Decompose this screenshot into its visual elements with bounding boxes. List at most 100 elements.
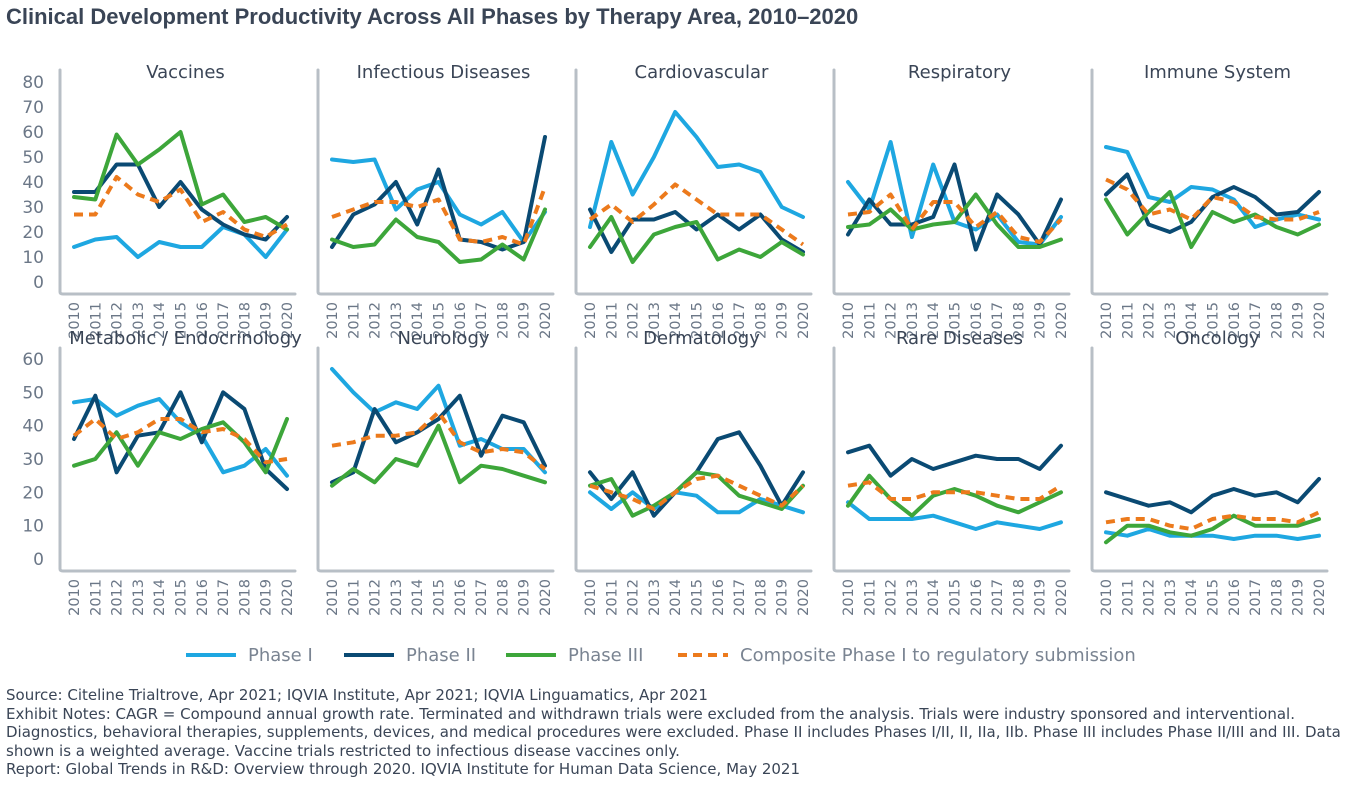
x-tick-label: 2010 (841, 302, 857, 339)
x-tick-label: 2019 (775, 579, 791, 616)
x-tick-label: 2010 (67, 579, 83, 616)
series-line-composite (589, 473, 805, 511)
series-line-phase-3 (330, 207, 547, 264)
x-tick-label: 2012 (110, 579, 126, 616)
x-tick-label: 2019 (259, 302, 275, 339)
x-tick-label: 2013 (905, 302, 921, 339)
x-tick-label: 2019 (517, 302, 533, 339)
x-tick-label: 2020 (1312, 579, 1328, 616)
panel-immune-system: Immune System 2010 2011 2012 2013 2014 2015 201… (1090, 62, 1329, 339)
x-tick-label: 2016 (1227, 579, 1243, 616)
x-tick-label: 2012 (626, 302, 642, 339)
series-line-composite (588, 182, 805, 247)
small-multiples-chart: 0 10 20 30 40 50 60 70 80 0 10 20 30 40 50 60 Vaccines 20… (22, 62, 1329, 666)
x-tick-label: 2018 (753, 302, 769, 339)
panel-title: Neurology (397, 328, 489, 349)
x-tick-label: 2019 (259, 579, 275, 616)
y-tick-label: 10 (22, 517, 44, 537)
series-line-composite (1105, 177, 1320, 222)
series-line-phase-1 (72, 225, 289, 259)
exhibit-note: Exhibit Notes: CAGR = Compound annual gr… (6, 704, 1341, 760)
x-tick-label: 2014 (926, 302, 942, 339)
x-tick-label: 2014 (152, 302, 168, 339)
panel-axis (574, 346, 813, 573)
panel-respiratory: Respiratory 2010 2011 2012 2013 2014 2015 2016 2… (832, 62, 1071, 339)
x-tick-label: 2011 (862, 302, 878, 339)
x-tick-label: 2018 (237, 579, 253, 616)
series-line-phase-2 (330, 393, 547, 485)
x-tick-label: 2012 (884, 302, 900, 339)
x-tick-label: 2017 (1248, 579, 1264, 616)
y-tick-label: 50 (22, 383, 44, 403)
x-tick-label: 2010 (583, 302, 599, 339)
x-tick-label: 2010 (325, 579, 341, 616)
x-tick-label: 2017 (216, 579, 232, 616)
x-tick-label: 2015 (1206, 302, 1222, 339)
x-tick-label: 2012 (884, 579, 900, 616)
x-tick-label: 2014 (668, 579, 684, 616)
series-line-phase-3 (846, 192, 1063, 249)
series-line-phase-1 (1104, 145, 1321, 229)
x-tick-label: 2019 (1033, 302, 1049, 339)
legend-item-phase-1: Phase I (186, 645, 313, 666)
y-tick-label: 20 (22, 223, 44, 243)
x-tick-label: 2018 (1011, 302, 1027, 339)
y-tick-label: 70 (22, 98, 44, 118)
x-tick-label: 2015 (174, 579, 190, 616)
panel-axis (832, 68, 1071, 296)
legend-item-phase-2: Phase II (344, 645, 476, 666)
x-tick-label: 2013 (389, 302, 405, 339)
panel-rare-diseases: Rare Diseases 2010 2011 2012 2013 2014 2015 201… (832, 328, 1071, 616)
x-tick-label: 2017 (732, 302, 748, 339)
series-line-composite (847, 480, 1063, 501)
x-tick-label: 2010 (325, 302, 341, 339)
x-tick-label: 2015 (174, 302, 190, 339)
x-tick-label: 2014 (410, 302, 426, 339)
x-tick-label: 2013 (647, 579, 663, 616)
series-line-phase-3 (588, 215, 805, 264)
panel-title: Respiratory (908, 62, 1011, 83)
y-tick-label: 80 (22, 73, 44, 93)
x-tick-label: 2016 (195, 302, 211, 339)
series-line-composite (1105, 510, 1320, 531)
panel-neurology: Neurology 2010 2011 2012 2013 2014 2015 2016 201… (316, 328, 555, 616)
x-tick-label: 2018 (495, 579, 511, 616)
x-tick-label: 2013 (1163, 579, 1179, 616)
x-tick-label: 2017 (990, 302, 1006, 339)
panel-axis (58, 346, 297, 573)
series-line-phase-3 (330, 423, 547, 488)
x-tick-label: 2012 (368, 302, 384, 339)
panel-axis (574, 68, 813, 296)
panel-axis (316, 68, 555, 296)
source-note: Source: Citeline Trialtrove, Apr 2021; I… (6, 686, 708, 704)
x-tick-label: 2014 (668, 302, 684, 339)
x-tick-label: 2018 (237, 302, 253, 339)
y-tick-label: 60 (22, 350, 44, 370)
x-tick-label: 2013 (647, 302, 663, 339)
x-tick-label: 2013 (131, 579, 147, 616)
x-tick-label: 2016 (453, 579, 469, 616)
series-line-phase-3 (72, 417, 289, 475)
x-tick-label: 2017 (1248, 302, 1264, 339)
x-tick-label: 2017 (474, 579, 490, 616)
panel-axis (1090, 346, 1329, 573)
x-tick-label: 2015 (1206, 579, 1222, 616)
x-tick-label: 2016 (969, 302, 985, 339)
series-line-phase-1 (330, 157, 547, 244)
x-tick-label: 2015 (690, 579, 706, 616)
x-tick-label: 2013 (905, 579, 921, 616)
x-tick-label: 2016 (195, 579, 211, 616)
series-line-phase-3 (588, 470, 805, 518)
panel-title: Infectious Diseases (357, 62, 531, 83)
x-tick-label: 2014 (1184, 302, 1200, 339)
legend-label: Phase III (568, 645, 643, 666)
x-tick-label: 2020 (1054, 302, 1070, 339)
x-tick-label: 2015 (948, 579, 964, 616)
legend-label: Phase II (406, 645, 476, 666)
x-tick-label: 2010 (583, 579, 599, 616)
x-tick-label: 2010 (67, 302, 83, 339)
x-tick-label: 2014 (152, 579, 168, 616)
x-tick-label: 2011 (88, 302, 104, 339)
x-tick-label: 2014 (926, 579, 942, 616)
legend-label: Phase I (248, 645, 313, 666)
